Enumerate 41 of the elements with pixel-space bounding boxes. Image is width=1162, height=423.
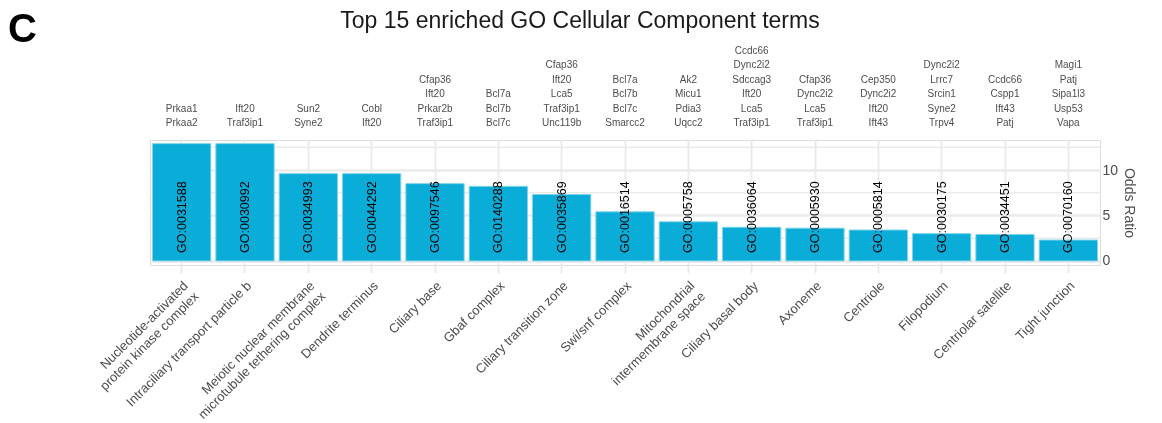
annotation: GO:0016514 xyxy=(618,181,632,253)
annotation: GO:0005758 xyxy=(681,181,696,253)
bar xyxy=(278,173,338,262)
text: Ak2 Micu1 Pdia3 Uqcc2 xyxy=(674,73,703,128)
annotation: GO:0005814 xyxy=(871,181,886,253)
annotation: GO:0035869 xyxy=(554,181,569,253)
annotation: GO:0034451 xyxy=(998,181,1012,253)
text: Dync2i2 Lrrc7 Srcin1 Syne2 Trpv4 xyxy=(923,59,961,128)
y-axis-title: Odds Ratio xyxy=(1122,167,1139,239)
text: Cfap36 Ift20 Lca5 Traf3ip1 Unc119b xyxy=(542,59,582,128)
text: Bcl7a Bcl7b Bcl7c xyxy=(485,88,512,128)
bar xyxy=(152,143,212,262)
text: Ift20 Traf3ip1 xyxy=(226,102,264,128)
bar xyxy=(405,183,465,262)
annotation: GO:0030175 xyxy=(934,181,949,253)
annotation: GO:0097546 xyxy=(428,181,442,253)
text: Cfap36 Dync2i2 Lca5 Traf3ip1 xyxy=(796,73,834,128)
bar xyxy=(215,143,275,262)
annotation: GO:0036064 xyxy=(744,181,759,253)
y-tick-label: 5 xyxy=(1102,206,1111,223)
annotation: GO:0044292 xyxy=(364,181,379,253)
bar xyxy=(342,173,402,262)
annotation: GO:0031588 xyxy=(174,181,189,253)
annotation: GO:0140288 xyxy=(491,181,506,253)
text: Magi1 Patj Sipa1l3 Usp53 Vapa xyxy=(1051,59,1086,128)
text: C xyxy=(8,6,37,50)
text: Prkaa1 Prkaa2 xyxy=(165,102,198,128)
text: Ccdc66 Dync2i2 Sdccag3 Ift20 Lca5 Traf3ip1 xyxy=(732,44,772,128)
annotation: GO:0030992 xyxy=(238,181,252,253)
chart-title: Top 15 enriched GO Cellular Component terms xyxy=(340,7,820,33)
y-tick-label: 10 xyxy=(1102,161,1119,178)
text: Bcl7a Bcl7b Bcl7c Smarcc2 xyxy=(605,73,646,128)
text: Sun2 Syne2 xyxy=(294,102,323,128)
text: Cfap36 Ift20 Prkar2b Traf3ip1 xyxy=(416,73,454,128)
y-tick-label: 0 xyxy=(1102,252,1111,269)
text: Ccdc66 Cspp1 Ift43 Patj xyxy=(988,73,1023,128)
text: Cep350 Dync2i2 Ift20 Ift43 xyxy=(860,73,897,128)
text: Cobl Ift20 xyxy=(361,102,382,128)
annotation: GO:0005930 xyxy=(808,181,822,253)
annotation: GO:0034993 xyxy=(301,181,316,253)
annotation: GO:0070160 xyxy=(1061,181,1076,253)
